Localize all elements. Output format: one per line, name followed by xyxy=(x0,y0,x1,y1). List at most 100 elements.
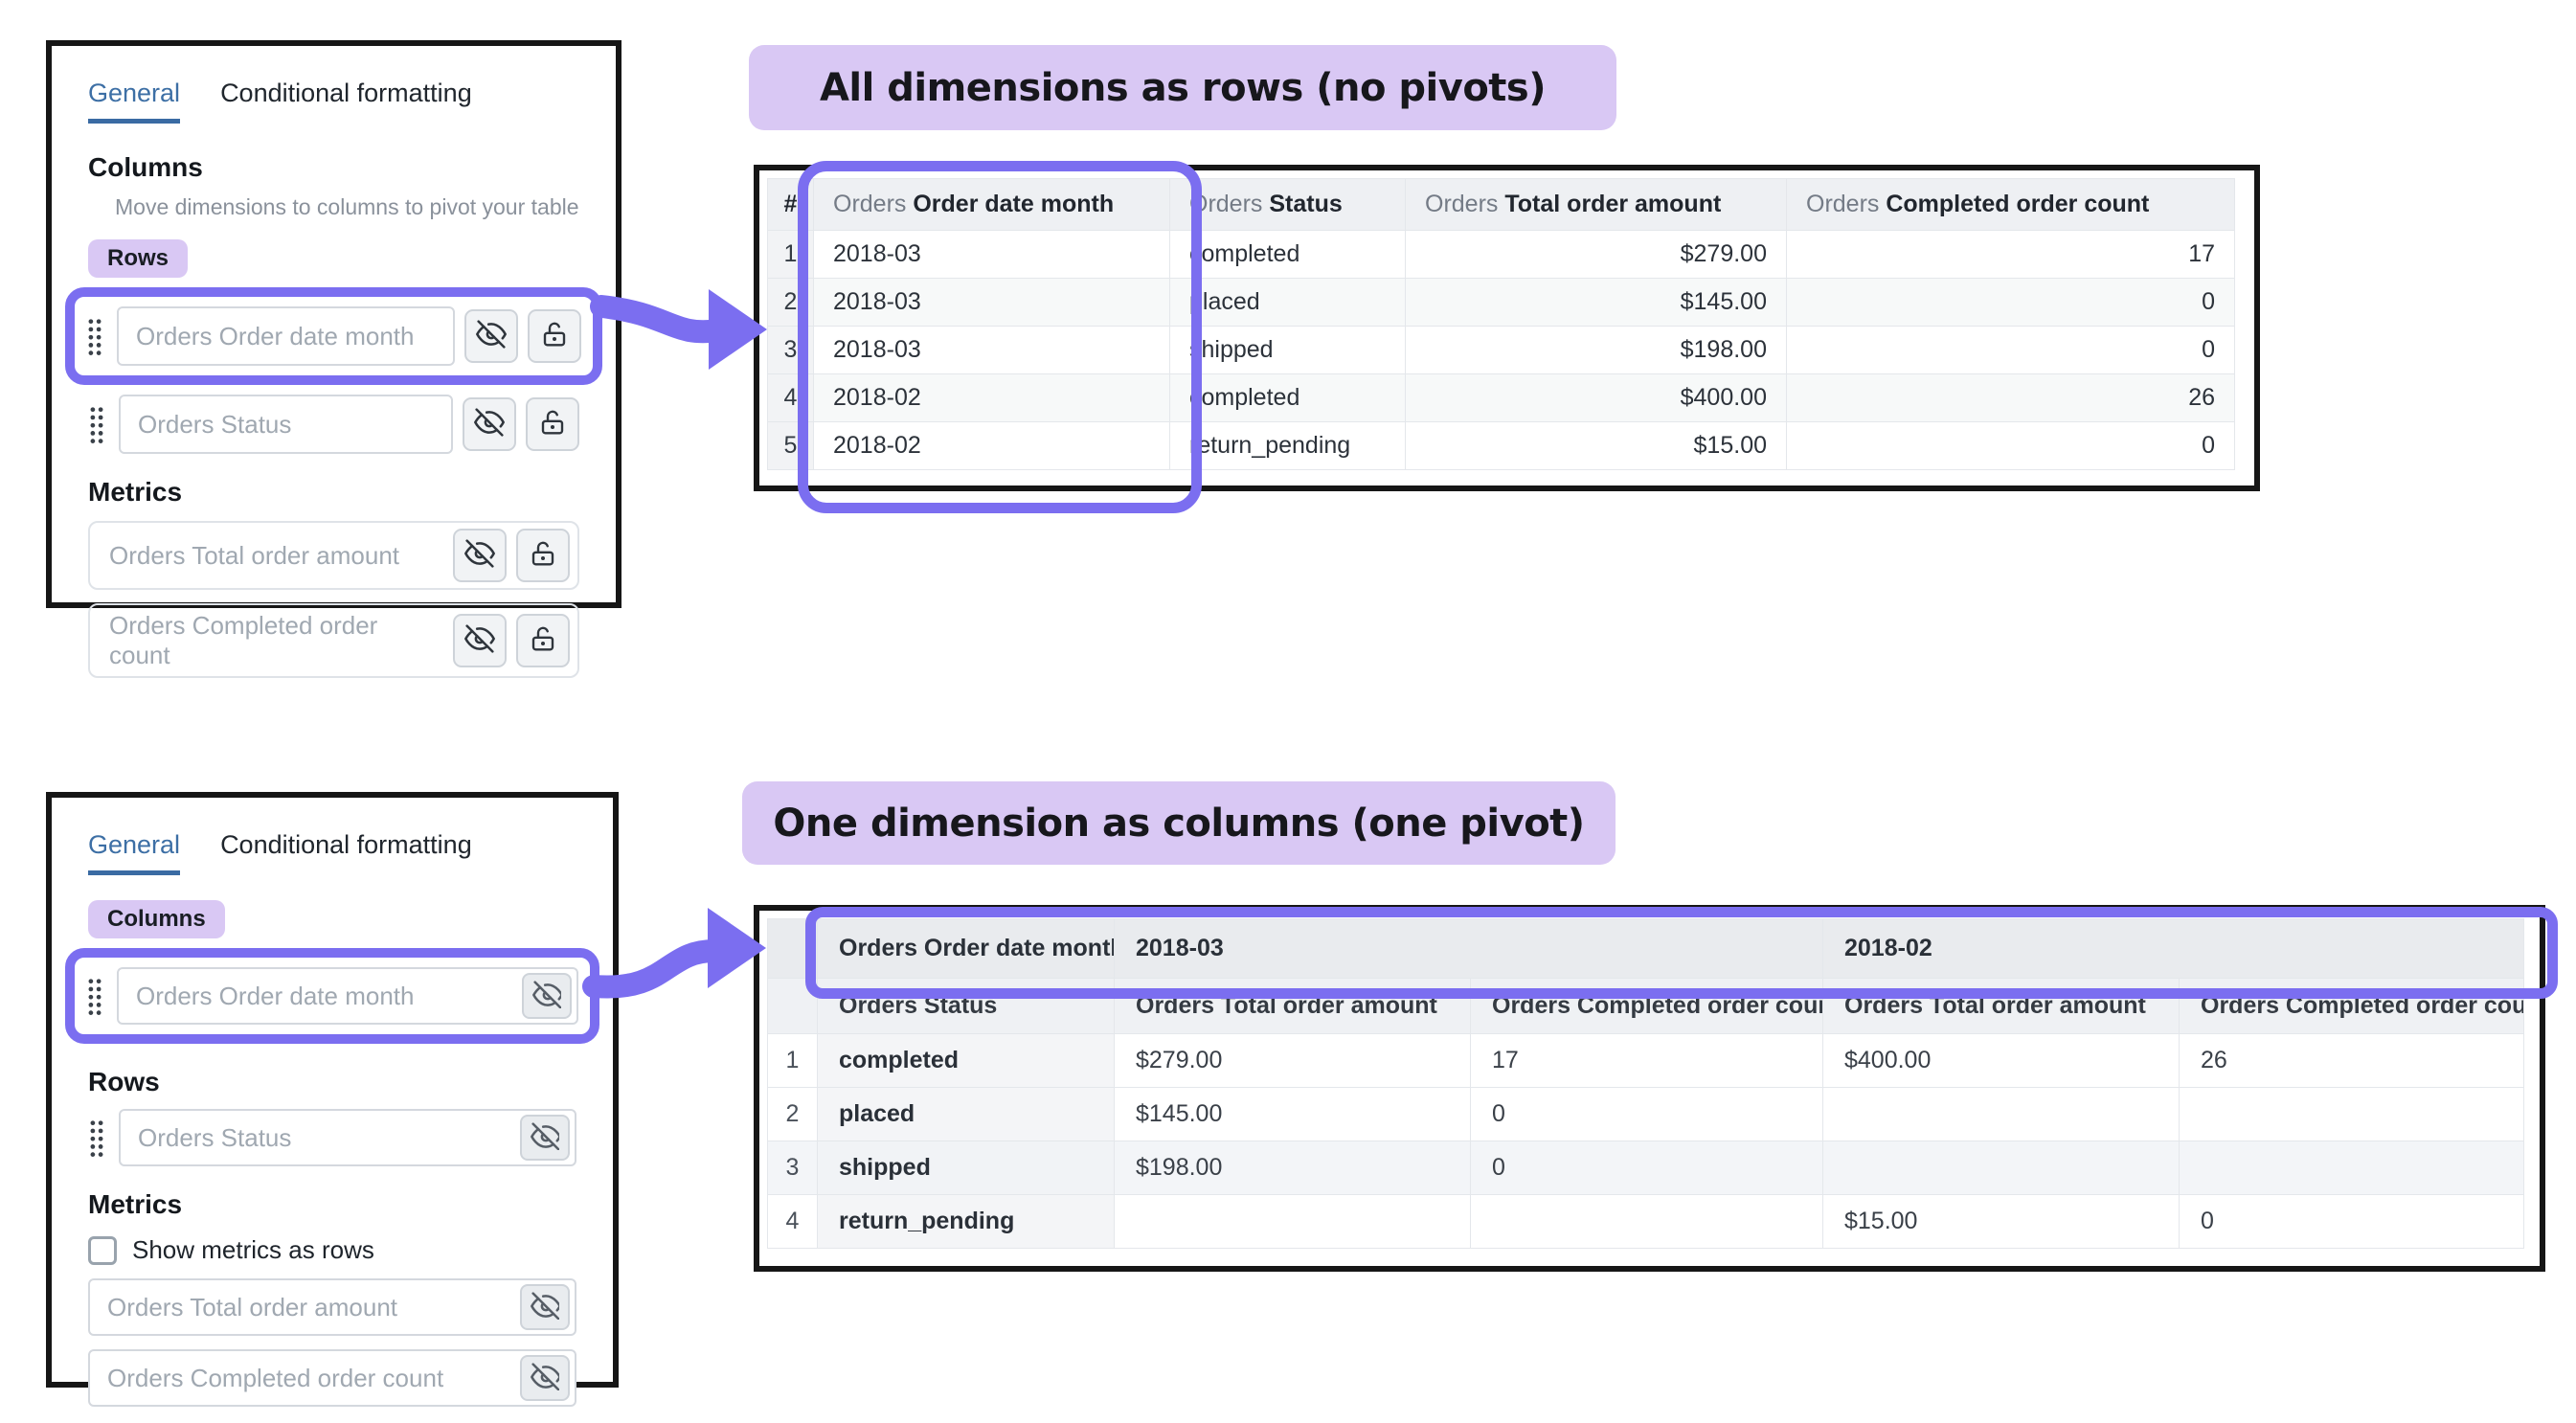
tab-conditional-formatting[interactable]: Conditional formatting xyxy=(220,830,472,859)
field-label-input[interactable]: Orders Status xyxy=(119,395,453,454)
field-label: Orders Order date month xyxy=(136,981,415,1010)
row-number-cell: 2 xyxy=(767,278,814,327)
freeze-column-button[interactable] xyxy=(516,614,570,667)
count-cell: 0 xyxy=(1786,278,2235,327)
table-header: # Orders Order date month Orders Status Ord… xyxy=(767,178,2235,231)
count-cell: 17 xyxy=(1786,230,2235,279)
metric-cell: $15.00 xyxy=(1822,1194,2180,1249)
freeze-column-button[interactable] xyxy=(516,529,570,582)
columns-hint: Move dimensions to columns to pivot your… xyxy=(115,194,579,219)
header-field-name: Total order amount xyxy=(1504,191,1722,217)
row-number-cell: 2 xyxy=(767,1087,818,1141)
table-row: 4 2018-02 completed $400.00 26 xyxy=(767,373,2235,422)
show-metrics-as-rows-label: Show metrics as rows xyxy=(132,1235,374,1264)
field-label-input[interactable]: Orders Status xyxy=(119,1109,576,1166)
amount-cell: $400.00 xyxy=(1405,373,1787,422)
dimension-field-order-date-month: Orders Order date month xyxy=(86,306,581,366)
count-cell: 26 xyxy=(1786,373,2235,422)
metric-cell xyxy=(2179,1087,2524,1141)
show-metrics-as-rows-checkbox[interactable] xyxy=(88,1235,117,1265)
status-cell: return_pending xyxy=(817,1194,1115,1249)
amount-cell: $145.00 xyxy=(1405,278,1787,327)
drag-handle-icon[interactable] xyxy=(86,317,105,355)
field-label-input[interactable]: Orders Completed order count xyxy=(88,1349,576,1407)
status-cell: shipped xyxy=(1169,326,1406,374)
table-row: 2 2018-03 placed $145.00 0 xyxy=(767,278,2235,327)
metric-cell: $145.00 xyxy=(1114,1087,1471,1141)
annotation-highlight-row-field: Orders Order date month xyxy=(65,287,602,385)
freeze-column-button[interactable] xyxy=(528,309,581,363)
tab-conditional-formatting[interactable]: Conditional formatting xyxy=(220,79,472,107)
eye-off-icon xyxy=(474,407,505,442)
table-row: 4 return_pending $15.00 0 xyxy=(767,1194,2524,1249)
hide-field-button[interactable] xyxy=(520,1355,570,1401)
drag-handle-icon[interactable] xyxy=(86,977,105,1015)
tab-bar: General Conditional formatting xyxy=(88,830,576,875)
metric-cell: $279.00 xyxy=(1114,1033,1471,1088)
hide-field-button[interactable] xyxy=(522,973,572,1019)
row-number-cell: 5 xyxy=(767,421,814,470)
column-header: Orders Total order amount xyxy=(1405,178,1787,231)
eye-off-icon xyxy=(532,980,561,1013)
dimension-field-status: Orders Status xyxy=(88,395,579,454)
results-table-no-pivot: # Orders Order date month Orders Status Ord… xyxy=(754,165,2260,491)
tab-general[interactable]: General xyxy=(88,79,181,124)
table-row: 2 placed $145.00 0 xyxy=(767,1087,2524,1141)
metric-cell xyxy=(1470,1194,1823,1249)
pivot-header-row: Orders Order date month 2018-03 2018-02 xyxy=(767,918,2524,979)
pivot-dimension-field-order-date-month: Orders Order date month xyxy=(86,967,578,1025)
eye-off-icon xyxy=(531,1291,559,1324)
columns-heading: Columns xyxy=(88,152,203,182)
pivot-dimension-label: Orders Order date month xyxy=(817,918,1115,979)
header-field-name: Completed order count xyxy=(1886,191,2150,217)
row-number-cell: 4 xyxy=(767,1194,818,1249)
column-header: Orders Total order amount xyxy=(1114,978,1471,1034)
hide-field-button[interactable] xyxy=(453,529,507,582)
status-cell: placed xyxy=(817,1087,1115,1141)
field-label-input[interactable]: Orders Order date month xyxy=(117,967,578,1025)
metric-label: Orders Total order amount xyxy=(109,540,399,570)
results-table-one-pivot: Orders Order date month 2018-03 2018-02 Ord… xyxy=(754,905,2545,1272)
date-cell: 2018-02 xyxy=(813,421,1170,470)
metric-label: Orders Total order amount xyxy=(107,1292,397,1321)
eye-off-icon xyxy=(464,538,495,574)
drag-handle-icon[interactable] xyxy=(88,1118,107,1157)
column-header: Orders Status xyxy=(1169,178,1406,231)
hide-field-button[interactable] xyxy=(453,614,507,667)
row-number-cell: 3 xyxy=(767,326,814,374)
drag-handle-icon[interactable] xyxy=(88,405,107,443)
tab-bar: General Conditional formatting xyxy=(88,79,579,124)
field-label-input[interactable]: Orders Total order amount xyxy=(88,1278,576,1336)
data-table: # Orders Order date month Orders Status Ord… xyxy=(767,178,2235,470)
freeze-column-button[interactable] xyxy=(526,397,579,451)
header-table-prefix: Orders xyxy=(1189,191,1270,217)
hide-field-button[interactable] xyxy=(520,1284,570,1330)
metric-cell: 17 xyxy=(1470,1033,1823,1088)
column-header: Orders Completed order count xyxy=(2179,978,2524,1034)
header-table-prefix: Orders xyxy=(1425,191,1505,217)
status-cell: completed xyxy=(1169,373,1406,422)
annotation-banner-no-pivots: All dimensions as rows (no pivots) xyxy=(749,45,1616,130)
pivot-value-cell: 2018-03 xyxy=(1114,918,1823,979)
config-panel-no-pivot: General Conditional formatting Columns M… xyxy=(46,40,621,678)
column-header: Orders Order date month xyxy=(813,178,1170,231)
metric-label: Orders Completed order count xyxy=(109,611,378,669)
hide-field-button[interactable] xyxy=(464,309,518,363)
hide-field-button[interactable] xyxy=(520,1115,570,1161)
unlock-icon xyxy=(538,408,567,441)
table-header: Orders Order date month 2018-03 2018-02 Ord… xyxy=(767,918,2524,1034)
eye-off-icon xyxy=(531,1121,559,1155)
metric-cell: 0 xyxy=(2179,1194,2524,1249)
annotation-highlight-columns-field: Orders Order date month xyxy=(65,948,599,1044)
row-number-cell: 1 xyxy=(767,1033,818,1088)
row-number-header xyxy=(767,918,818,979)
amount-cell: $15.00 xyxy=(1405,421,1787,470)
metric-cell: 0 xyxy=(1470,1087,1823,1141)
tab-general[interactable]: General xyxy=(88,830,181,875)
annotation-banner-one-pivot: One dimension as columns (one pivot) xyxy=(742,781,1616,865)
table-row: 3 shipped $198.00 0 xyxy=(767,1141,2524,1195)
hide-field-button[interactable] xyxy=(463,397,516,451)
field-label-input[interactable]: Orders Order date month xyxy=(117,306,455,366)
metric-cell xyxy=(1822,1141,2180,1195)
